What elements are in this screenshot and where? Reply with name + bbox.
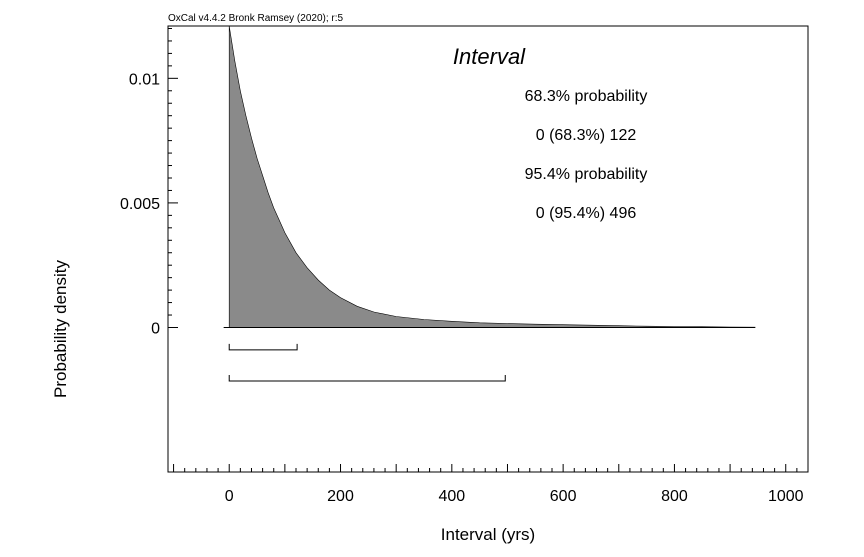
x-axis-label: Interval (yrs) [441,525,535,544]
y-tick-label: 0.005 [120,196,160,213]
version-label: OxCal v4.4.2 Bronk Ramsey (2020); r:5 [168,13,344,24]
y-axis: 0 0.005 0.01 [120,27,178,337]
x-tick-label: 200 [327,488,354,505]
density-area-layer [223,25,756,328]
x-tick-label: 400 [438,488,465,505]
plot-frame [167,25,809,473]
x-tick-label: 0 [225,488,234,505]
range-bar-95.4 [228,375,506,382]
range-bar-68.3 [228,343,298,351]
p68-range: 0 (68.3%) 122 [536,127,637,144]
p95-label: 95.4% probability [525,166,648,183]
y-tick-label: 0 [151,320,160,337]
x-axis: 0 200 400 600 800 1000 [173,464,809,505]
x-tick-label: 800 [661,488,688,505]
range-bars-layer [228,343,506,382]
y-axis-label: Probability density [51,260,70,398]
chart-title: Interval [453,44,526,69]
x-tick-label: 600 [550,488,577,505]
p95-range: 0 (95.4%) 496 [536,205,637,222]
density-area [228,25,756,328]
y-tick-label: 0.01 [129,71,160,88]
p68-label: 68.3% probability [525,88,648,105]
x-tick-label: 1000 [768,488,804,505]
